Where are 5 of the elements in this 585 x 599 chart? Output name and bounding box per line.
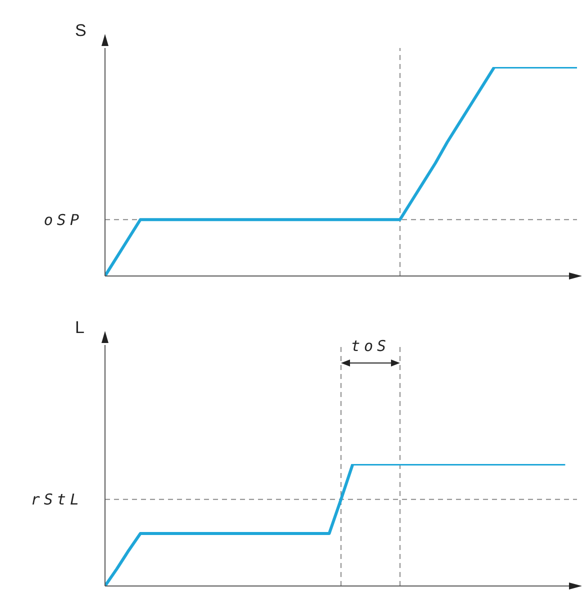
y-axis-title: S <box>75 21 86 40</box>
ref-line-label: oSP <box>44 210 83 229</box>
ref-line-label: rStL <box>30 490 83 509</box>
y-axis-title: L <box>75 318 84 337</box>
text: toS <box>350 337 390 355</box>
